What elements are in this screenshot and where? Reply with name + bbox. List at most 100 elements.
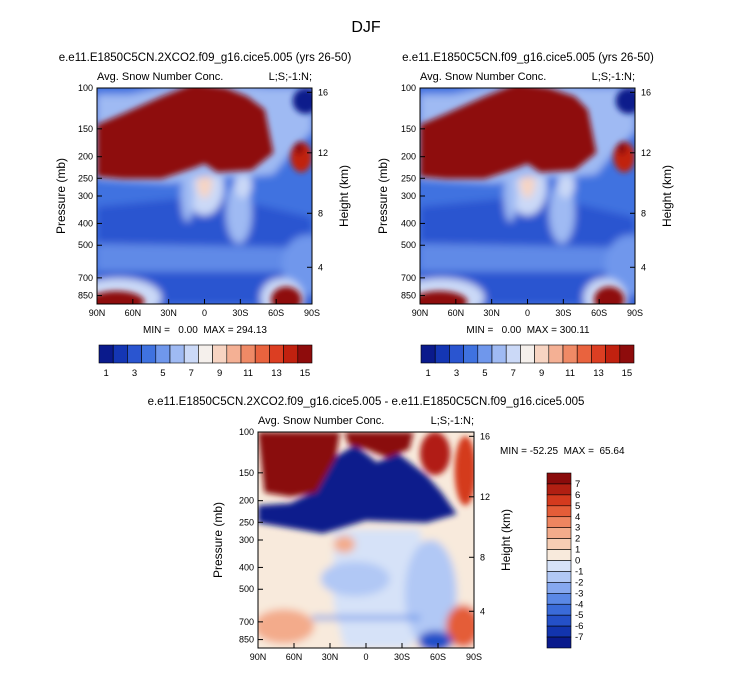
colorbar-label: -2 bbox=[575, 577, 583, 588]
field-region bbox=[234, 172, 252, 199]
y2-tick-label: 12 bbox=[318, 148, 328, 158]
x-tick-label: 60N bbox=[286, 652, 303, 662]
colorbar-label: 2 bbox=[575, 534, 580, 545]
colorbar-label: 5 bbox=[482, 368, 487, 379]
panel-title: e.e11.E1850C5CN.f09_g16.cice5.005 (yrs 2… bbox=[402, 52, 654, 64]
y-tick-label: 200 bbox=[401, 152, 416, 162]
field-region bbox=[503, 170, 517, 222]
field-region bbox=[549, 183, 575, 244]
y2-axis-label: Height (km) bbox=[499, 509, 513, 571]
colorbar-label: 1 bbox=[425, 368, 430, 379]
colorbar-label: 15 bbox=[622, 368, 633, 379]
colorbar-cell bbox=[546, 516, 572, 528]
colorbar-label: 5 bbox=[575, 501, 580, 512]
y2-tick-label: 8 bbox=[318, 208, 323, 218]
panel-subtitle-right: L;S;-1:N; bbox=[269, 71, 312, 83]
y-tick-label: 850 bbox=[401, 291, 416, 301]
colorbar-cell bbox=[546, 636, 572, 649]
colorbar-cell bbox=[198, 344, 213, 364]
colorbar-label: -3 bbox=[575, 588, 583, 599]
field-region bbox=[258, 444, 457, 534]
y2-axis-label: Height (km) bbox=[660, 165, 674, 227]
colorbar-label: 5 bbox=[160, 368, 165, 379]
stats-label: MIN = -52.25 MAX = 65.64 bbox=[500, 446, 625, 457]
y-tick-label: 400 bbox=[78, 218, 93, 228]
colorbar-cell bbox=[98, 344, 114, 364]
colorbar-label: 1 bbox=[575, 545, 580, 556]
colorbar-label: 7 bbox=[189, 368, 194, 379]
x-tick-label: 60S bbox=[591, 308, 607, 318]
field-region bbox=[594, 286, 625, 304]
colorbar-cell bbox=[546, 625, 572, 638]
colorbar-cell bbox=[155, 344, 171, 364]
x-tick-label: 90N bbox=[250, 652, 267, 662]
colorbar-cell bbox=[546, 472, 572, 485]
colorbar-cell bbox=[562, 344, 578, 364]
y-tick-label: 100 bbox=[78, 83, 93, 93]
x-tick-label: 60S bbox=[268, 308, 284, 318]
y-tick-label: 250 bbox=[78, 173, 93, 183]
x-tick-label: 90N bbox=[412, 308, 429, 318]
colorbar-cell bbox=[546, 603, 572, 616]
colorbar-cell bbox=[477, 344, 493, 364]
field-region bbox=[180, 170, 194, 222]
colorbar-cell bbox=[505, 344, 521, 364]
colorbar-label: 9 bbox=[539, 368, 544, 379]
y-tick-label: 200 bbox=[78, 152, 93, 162]
y2-tick-label: 12 bbox=[480, 492, 490, 502]
panel-3: e.e11.E1850C5CN.2XCO2.f09_g16.cice5.005 … bbox=[148, 396, 625, 662]
field-region bbox=[615, 88, 635, 114]
colorbar-cell bbox=[141, 344, 157, 364]
y-tick-label: 850 bbox=[78, 291, 93, 301]
colorbar-label: 3 bbox=[575, 523, 580, 534]
colorbar-cell bbox=[254, 344, 270, 364]
colorbar-cell bbox=[169, 344, 185, 364]
colorbar-cell bbox=[546, 549, 572, 561]
field-region bbox=[420, 432, 451, 476]
axes: 90N 60N 30N 0 30S 60S 90S 100 150 200 250 300 400 500… bbox=[401, 83, 651, 318]
colorbar-label: -1 bbox=[575, 566, 583, 577]
colorbar-label: 0 bbox=[575, 556, 580, 567]
y2-tick-label: 4 bbox=[318, 262, 323, 272]
field-region bbox=[312, 615, 420, 620]
colorbar-label: -5 bbox=[575, 610, 583, 621]
y-tick-label: 300 bbox=[78, 191, 93, 201]
colorbar-cell bbox=[546, 614, 572, 627]
colorbar-cell bbox=[546, 571, 572, 583]
x-tick-label: 30S bbox=[394, 652, 410, 662]
colorbar-cell bbox=[240, 344, 256, 364]
colorbar-cell bbox=[183, 344, 199, 364]
y2-axis-label: Height (km) bbox=[337, 165, 351, 227]
colorbar-cell bbox=[463, 344, 479, 364]
y2-tick-label: 8 bbox=[641, 208, 646, 218]
colorbar-label: 11 bbox=[243, 368, 253, 379]
x-tick-label: 30S bbox=[232, 308, 248, 318]
colorbar-cell bbox=[283, 344, 299, 364]
field-region bbox=[617, 142, 627, 155]
stats-label: MIN = 0.00 MAX = 294.13 bbox=[143, 325, 267, 336]
panel-title: e.e11.E1850C5CN.2XCO2.f09_g16.cice5.005 … bbox=[148, 396, 585, 408]
field-region bbox=[258, 609, 315, 644]
field-region bbox=[420, 243, 635, 272]
y2-tick-label: 4 bbox=[480, 606, 485, 616]
y-tick-label: 300 bbox=[401, 191, 416, 201]
x-tick-label: 60N bbox=[448, 308, 465, 318]
colorbar-cell bbox=[420, 344, 436, 364]
y-tick-label: 400 bbox=[239, 562, 254, 572]
y-tick-label: 700 bbox=[78, 273, 93, 283]
x-tick-label: 60N bbox=[125, 308, 142, 318]
y2-tick-label: 16 bbox=[318, 87, 328, 97]
y-tick-label: 100 bbox=[239, 427, 254, 437]
colorbar-cell bbox=[297, 344, 313, 364]
field-region bbox=[294, 142, 304, 155]
colorbar-label: 4 bbox=[575, 512, 580, 523]
colorbar-cell bbox=[449, 344, 464, 364]
colorbar-label: 3 bbox=[132, 368, 137, 379]
colorbar-cell bbox=[546, 494, 572, 507]
y-tick-label: 300 bbox=[239, 535, 254, 545]
colorbar: 1 3 5 7 9 11 13 15 bbox=[420, 344, 635, 379]
page-title: DJF bbox=[351, 19, 381, 36]
colorbar-label: -4 bbox=[575, 599, 583, 610]
